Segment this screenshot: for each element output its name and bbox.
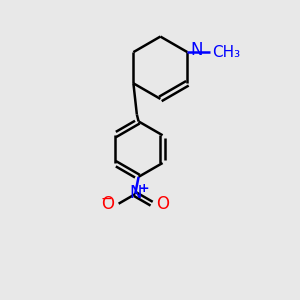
Text: N: N bbox=[190, 41, 203, 59]
Text: N: N bbox=[130, 184, 142, 202]
Text: O: O bbox=[156, 195, 169, 213]
Text: −: − bbox=[101, 191, 112, 206]
Text: +: + bbox=[139, 182, 149, 195]
Text: O: O bbox=[101, 195, 114, 213]
Text: CH₃: CH₃ bbox=[212, 45, 240, 60]
